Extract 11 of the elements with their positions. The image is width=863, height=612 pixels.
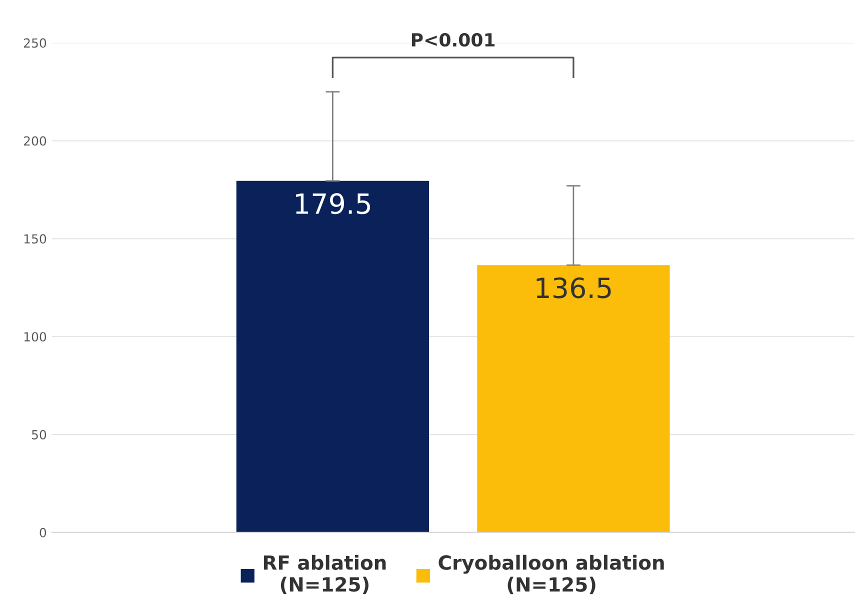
y-tick-label: 200 [24,136,46,146]
y-tick-label: 250 [24,38,46,48]
y-tick-label: 150 [24,234,46,244]
y-tick-label: 50 [32,430,46,440]
data-label: 136.5 [536,277,611,298]
annotation: P<0.001 [412,33,495,47]
legend-label: Cryoballoon ablation (N=125) [438,554,664,594]
legend-label: RF ablation (N=125) [264,554,386,594]
y-tick-label: 0 [40,528,46,538]
y-tick-label: 100 [24,332,46,342]
data-label: 179.5 [296,193,370,214]
